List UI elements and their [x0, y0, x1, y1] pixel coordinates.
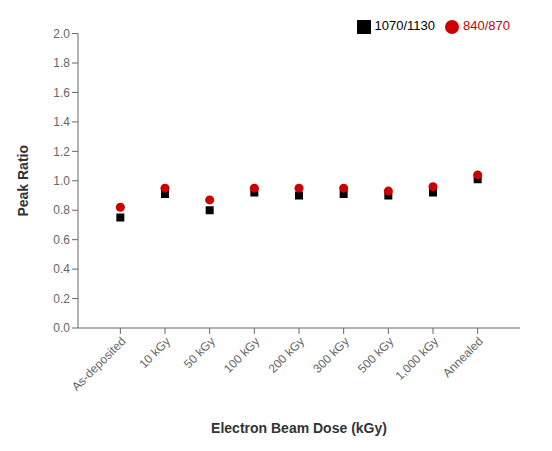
svg-text:0.8: 0.8	[53, 203, 70, 217]
svg-text:1.2: 1.2	[53, 145, 70, 159]
html-text:1070/1130: 1070/1130	[374, 18, 435, 33]
svg-text:1.6: 1.6	[53, 86, 70, 100]
svg-text:0.0: 0.0	[53, 321, 70, 335]
svg-text:Electron Beam Dose (kGy): Electron Beam Dose (kGy)	[211, 420, 387, 436]
svg-text:500 kGy: 500 kGy	[355, 334, 397, 376]
svg-text:1.4: 1.4	[53, 115, 70, 129]
svg-text:200 kGy: 200 kGy	[266, 334, 308, 376]
svg-text:Peak Ratio: Peak Ratio	[15, 145, 31, 217]
svg-text:0.2: 0.2	[53, 292, 70, 306]
svg-text:1.8: 1.8	[53, 56, 70, 70]
html-text:840/870: 840/870	[463, 18, 510, 33]
svg-text:2.0: 2.0	[53, 27, 70, 41]
svg-text:100 kGy: 100 kGy	[221, 334, 263, 376]
svg-text:1.0: 1.0	[53, 174, 70, 188]
svg-text:0.4: 0.4	[53, 262, 70, 276]
svg-text:50 kGy: 50 kGy	[181, 334, 218, 371]
svg-text:1,000 kGy: 1,000 kGy	[393, 334, 442, 383]
svg-text:0.6: 0.6	[53, 233, 70, 247]
svg-text:Annealed: Annealed	[440, 334, 486, 380]
svg-text:10 kGy: 10 kGy	[136, 334, 173, 371]
svg-text:300 kGy: 300 kGy	[310, 334, 352, 376]
svg-text:As-deposited: As-deposited	[69, 334, 128, 393]
